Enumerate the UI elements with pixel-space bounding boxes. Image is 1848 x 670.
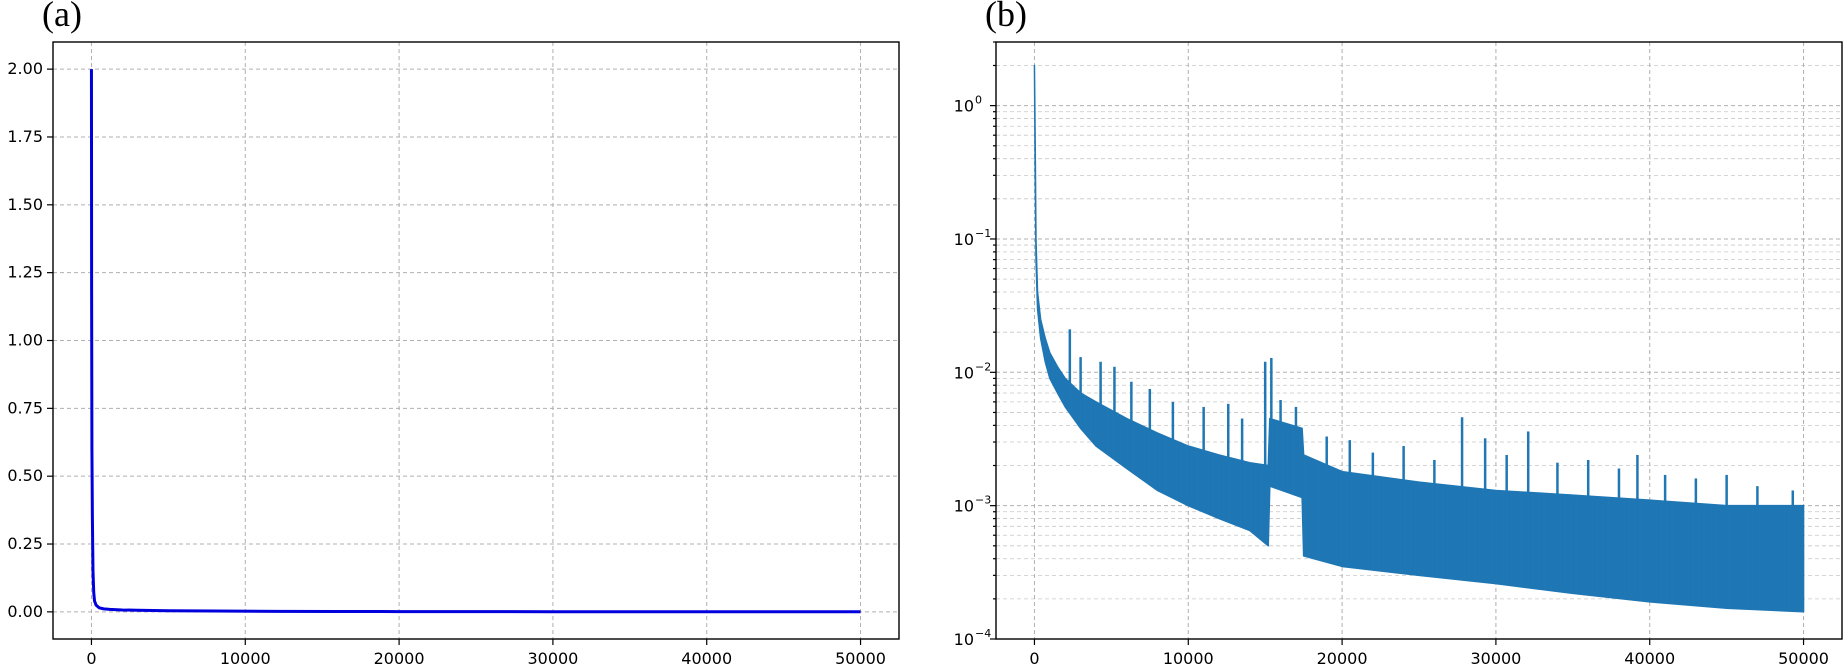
series-line [89, 69, 861, 614]
x-tick-label: 40000 [1624, 649, 1675, 668]
y-tick-label: 2.00 [7, 59, 43, 78]
y-tick-label: 0.75 [7, 398, 43, 417]
y-tick-exponent: −1 [975, 227, 991, 240]
panel-label-b: (b) [985, 0, 1027, 34]
x-tick-label: 0 [1029, 649, 1039, 668]
y-tick-label: 0.00 [7, 602, 43, 621]
y-tick-label: 10 [954, 630, 974, 649]
plot-frame [995, 41, 1843, 640]
plot-frame [52, 41, 900, 640]
y-tick-label: 0.50 [7, 466, 43, 485]
y-tick-exponent: 0 [975, 94, 982, 107]
y-tick-exponent: −3 [975, 494, 991, 507]
x-tick-label: 50000 [1778, 649, 1829, 668]
y-tick-label: 10 [954, 230, 974, 249]
x-tick-label: 10000 [1163, 649, 1214, 668]
y-tick-label: 1.50 [7, 195, 43, 214]
x-tick-label: 40000 [681, 649, 732, 668]
y-tick-label: 1.00 [7, 331, 43, 350]
y-tick-label: 10 [954, 497, 974, 516]
y-tick-label: 10 [954, 97, 974, 116]
x-tick-label: 30000 [527, 649, 578, 668]
x-tick-label: 20000 [374, 649, 425, 668]
y-tick-label: 10 [954, 363, 974, 382]
x-tick-label: 20000 [1317, 649, 1368, 668]
y-tick-label: 1.75 [7, 127, 43, 146]
x-tick-label: 50000 [835, 649, 886, 668]
panel-label-a: (a) [42, 0, 82, 34]
y-tick-label: 1.25 [7, 263, 43, 282]
panel-b-plot: 0 10000 20000 30000 40000 5000010−410−310−210… [954, 41, 1843, 668]
y-tick-label: 0.25 [7, 534, 43, 553]
panel-a-plot: 0 10000 20000 30000 40000 50000 0.00 0.25 0.50 0.… [7, 41, 900, 668]
y-tick-exponent: −2 [975, 360, 991, 373]
y-tick-exponent: −4 [975, 627, 991, 640]
x-tick-label: 10000 [220, 649, 271, 668]
x-tick-label: 30000 [1470, 649, 1521, 668]
series-group [1033, 64, 1805, 613]
x-tick-label: 0 [86, 649, 96, 668]
